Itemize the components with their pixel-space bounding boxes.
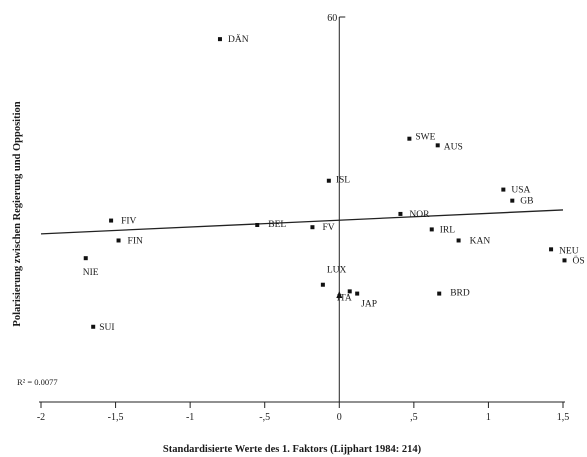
point-marker bbox=[510, 198, 515, 203]
y-axis-title: Polarisierung zwischen Regierung und Opp… bbox=[12, 101, 23, 326]
point-marker bbox=[456, 238, 461, 243]
point-label: NOR bbox=[409, 210, 430, 220]
origin-marker bbox=[336, 291, 343, 299]
x-tick-label: 1 bbox=[486, 412, 491, 423]
x-axis: -2 -1,5 -1 -,5 0 ,5 1 1,5 bbox=[37, 401, 569, 423]
point-marker bbox=[217, 37, 222, 42]
point-label: KAN bbox=[470, 236, 491, 246]
x-tick-label: 1,5 bbox=[557, 412, 570, 423]
data-point: FV bbox=[310, 223, 335, 233]
y-tick-label-60: 60 bbox=[327, 13, 337, 24]
data-point: SUI bbox=[91, 323, 115, 333]
point-marker bbox=[549, 247, 554, 252]
x-tick-label: -,5 bbox=[259, 412, 270, 423]
point-marker bbox=[501, 187, 506, 192]
data-point: GB bbox=[510, 197, 533, 207]
point-marker bbox=[116, 238, 121, 243]
x-tick-label: ,5 bbox=[410, 412, 418, 423]
point-marker bbox=[83, 256, 88, 261]
point-marker bbox=[355, 291, 360, 296]
point-label: JAP bbox=[361, 300, 377, 310]
point-label: BRD bbox=[450, 289, 470, 299]
point-marker bbox=[326, 178, 331, 183]
point-marker bbox=[429, 227, 434, 232]
point-label: NEU bbox=[559, 246, 579, 256]
r-squared-label: R² = 0.0077 bbox=[17, 377, 58, 387]
data-point: DÄN bbox=[217, 33, 249, 45]
y-axis: 60 bbox=[327, 13, 346, 402]
data-point: BRD bbox=[437, 289, 470, 299]
data-point: ITA bbox=[337, 289, 352, 303]
data-point: NOR bbox=[398, 210, 430, 220]
point-marker bbox=[398, 211, 403, 216]
point-marker bbox=[437, 291, 442, 296]
point-marker bbox=[109, 218, 114, 223]
data-point: FIN bbox=[116, 236, 143, 246]
point-label: ÖS bbox=[572, 254, 584, 266]
point-label: GB bbox=[520, 197, 533, 207]
point-marker bbox=[255, 222, 260, 227]
point-marker bbox=[435, 143, 440, 148]
x-axis-title: Standardisierte Werte des 1. Faktors (Li… bbox=[163, 444, 422, 455]
point-label: BEL bbox=[268, 220, 286, 230]
point-marker bbox=[407, 136, 412, 141]
x-tick-label: -1 bbox=[186, 412, 194, 423]
point-marker bbox=[562, 258, 567, 263]
point-label: FV bbox=[322, 223, 334, 233]
x-tick-label: -2 bbox=[37, 412, 45, 423]
point-label: LUX bbox=[327, 266, 347, 276]
point-label: NIE bbox=[83, 268, 99, 278]
point-label: FIV bbox=[121, 217, 136, 227]
point-label: AUS bbox=[444, 142, 463, 152]
data-point: ÖS bbox=[562, 254, 585, 266]
point-label: ISL bbox=[336, 176, 350, 186]
x-tick-label: 0 bbox=[337, 412, 342, 423]
point-marker bbox=[347, 289, 352, 294]
data-point: NEU bbox=[549, 246, 579, 256]
point-marker bbox=[310, 225, 315, 230]
point-marker bbox=[91, 324, 96, 329]
data-point: BEL bbox=[255, 220, 286, 230]
data-point: KAN bbox=[456, 236, 491, 246]
point-label: IRL bbox=[440, 225, 456, 235]
point-label: SWE bbox=[415, 133, 435, 143]
data-point: ISL bbox=[326, 176, 350, 186]
data-point: USA bbox=[501, 186, 530, 196]
point-label: USA bbox=[511, 186, 530, 196]
data-point: SWE bbox=[407, 133, 436, 143]
data-point: NIE bbox=[83, 256, 99, 278]
point-label: SUI bbox=[99, 323, 114, 333]
point-label: DÄN bbox=[228, 33, 249, 45]
data-point: LUX bbox=[320, 266, 347, 287]
point-label: ITA bbox=[337, 293, 352, 303]
data-point: AUS bbox=[435, 142, 463, 152]
data-point: JAP bbox=[355, 291, 377, 310]
x-tick-label: -1,5 bbox=[108, 412, 124, 423]
point-marker bbox=[320, 282, 325, 287]
x-ticks: -2 -1,5 -1 -,5 0 ,5 1 1,5 bbox=[37, 402, 569, 423]
point-label: FIN bbox=[128, 236, 143, 246]
data-point: FIV bbox=[109, 217, 137, 227]
regression-line bbox=[40, 209, 564, 235]
data-point: IRL bbox=[429, 225, 456, 235]
